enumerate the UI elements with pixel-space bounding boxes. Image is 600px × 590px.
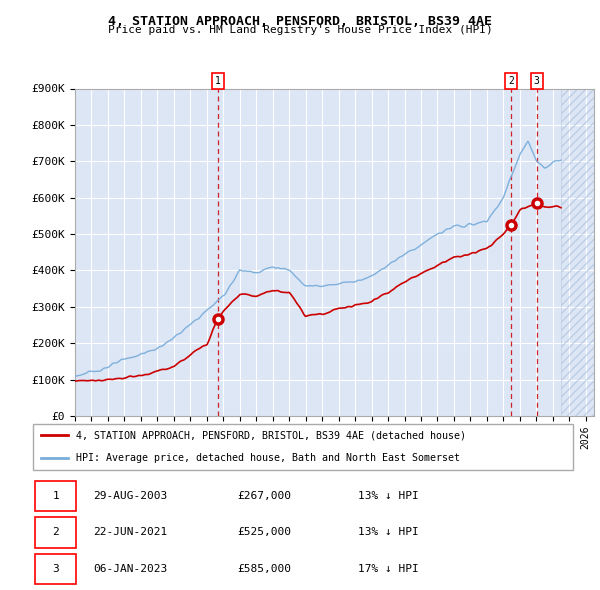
Text: 06-JAN-2023: 06-JAN-2023 [93,564,167,574]
Text: £525,000: £525,000 [238,527,292,537]
Text: 1: 1 [53,491,59,501]
Text: 4, STATION APPROACH, PENSFORD, BRISTOL, BS39 4AE: 4, STATION APPROACH, PENSFORD, BRISTOL, … [108,15,492,28]
Text: 22-JUN-2021: 22-JUN-2021 [93,527,167,537]
FancyBboxPatch shape [33,424,573,470]
Text: 2: 2 [508,76,514,86]
Text: £585,000: £585,000 [238,564,292,574]
Text: 29-AUG-2003: 29-AUG-2003 [93,491,167,501]
Text: £267,000: £267,000 [238,491,292,501]
Bar [561,88,594,416]
FancyBboxPatch shape [35,481,76,512]
Text: 2: 2 [53,527,59,537]
Text: 13% ↓ HPI: 13% ↓ HPI [358,527,418,537]
Text: Price paid vs. HM Land Registry's House Price Index (HPI): Price paid vs. HM Land Registry's House … [107,25,493,35]
Text: 1: 1 [215,76,221,86]
Text: 17% ↓ HPI: 17% ↓ HPI [358,564,418,574]
Text: 4, STATION APPROACH, PENSFORD, BRISTOL, BS39 4AE (detached house): 4, STATION APPROACH, PENSFORD, BRISTOL, … [76,430,466,440]
Text: 3: 3 [53,564,59,574]
Text: 3: 3 [534,76,539,86]
FancyBboxPatch shape [35,517,76,548]
Text: HPI: Average price, detached house, Bath and North East Somerset: HPI: Average price, detached house, Bath… [76,454,460,464]
FancyBboxPatch shape [35,553,76,584]
Text: 13% ↓ HPI: 13% ↓ HPI [358,491,418,501]
Bar [561,88,594,416]
